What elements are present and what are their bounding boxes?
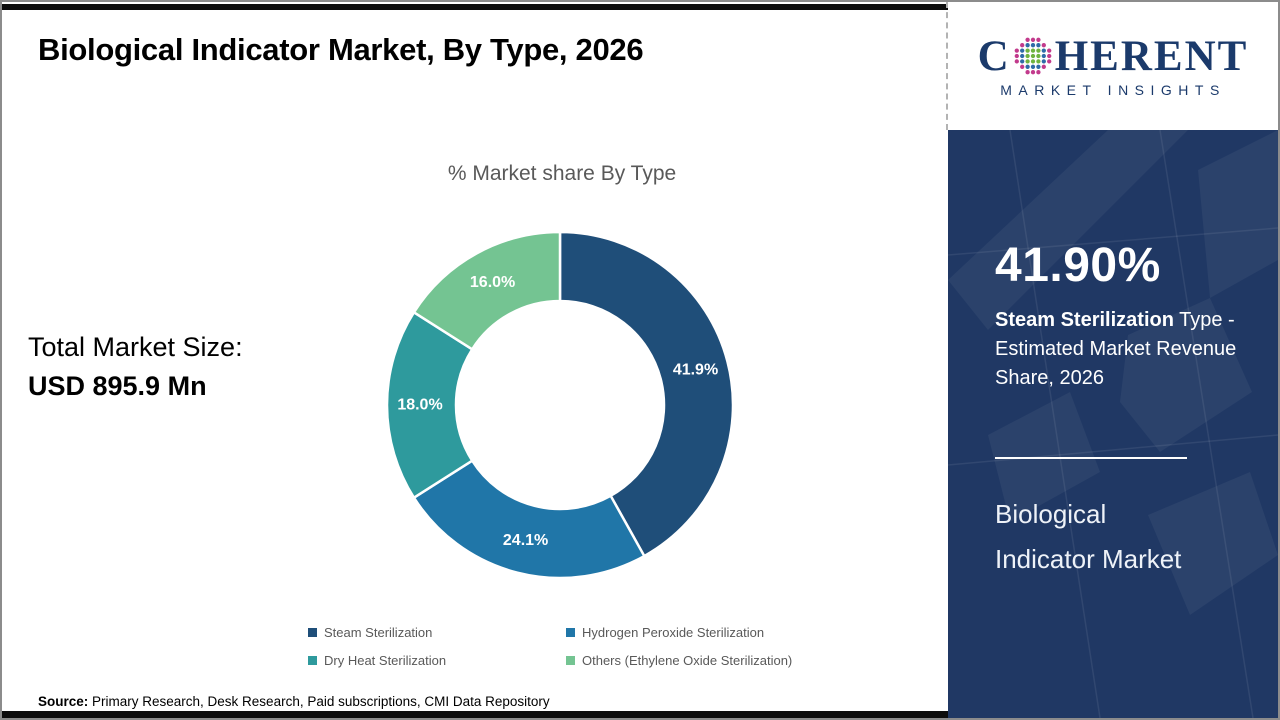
brand-letters-rest: HERENT bbox=[1054, 32, 1249, 80]
legend-marker-hydrogen-peroxide bbox=[566, 628, 575, 637]
donut-slice-label: 41.9% bbox=[673, 361, 718, 378]
chart-legend: Steam Sterilization Hydrogen Peroxide St… bbox=[308, 625, 792, 668]
donut-slice-label: 16.0% bbox=[470, 274, 515, 291]
panel-divider-line bbox=[995, 457, 1187, 459]
legend-label: Hydrogen Peroxide Sterilization bbox=[582, 625, 765, 640]
panel-market-name: Biological Indicator Market bbox=[995, 492, 1235, 582]
world-map-texture bbox=[948, 130, 1278, 718]
top-black-bar bbox=[2, 4, 948, 10]
donut-segment bbox=[558, 230, 735, 558]
donut-chart: 41.9% 24.1% 18.0% 16.0% bbox=[385, 230, 735, 580]
total-market-size: Total Market Size: USD 895.9 Mn bbox=[28, 328, 328, 406]
bottom-black-bar bbox=[2, 711, 948, 718]
market-name-line1: Biological bbox=[995, 499, 1107, 529]
legend-marker-steam bbox=[308, 628, 317, 637]
headline-description-bold: Steam Sterilization bbox=[995, 309, 1174, 331]
source-text: Primary Research, Desk Research, Paid su… bbox=[88, 694, 550, 709]
globe-dots-icon bbox=[1014, 37, 1052, 75]
legend-label: Dry Heat Sterilization bbox=[324, 653, 447, 668]
brand-logo: C HERENT MARKET INSIGHTS bbox=[948, 2, 1278, 130]
headline-share-value: 41.90% bbox=[995, 239, 1161, 292]
donut-slice-label: 24.1% bbox=[503, 532, 548, 549]
source-label: Source: bbox=[38, 694, 89, 709]
legend-item: Steam Sterilization bbox=[308, 625, 548, 640]
total-market-size-label: Total Market Size: bbox=[28, 332, 243, 362]
headline-description-rest: Type - Estimated Market Revenue Share, 2… bbox=[995, 309, 1237, 389]
donut-slice-label: 18.0% bbox=[397, 397, 442, 414]
chart-title: % Market share By Type bbox=[447, 162, 677, 185]
donut-segment bbox=[412, 230, 562, 351]
brand-subtitle: MARKET INSIGHTS bbox=[1000, 81, 1226, 98]
legend-item: Others (Ethylene Oxide Sterilization) bbox=[566, 653, 792, 668]
legend-label: Steam Sterilization bbox=[324, 625, 433, 640]
legend-label: Others (Ethylene Oxide Sterilization) bbox=[582, 653, 793, 668]
brand-letter-c: C bbox=[977, 32, 1011, 80]
donut-segment bbox=[412, 459, 646, 580]
source-line: Source: Primary Research, Desk Research,… bbox=[38, 694, 550, 709]
legend-marker-others bbox=[566, 656, 575, 665]
market-name-line2: Indicator Market bbox=[995, 544, 1182, 574]
page-title: Biological Indicator Market, By Type, 20… bbox=[38, 32, 644, 67]
total-market-size-value: USD 895.9 Mn bbox=[28, 371, 207, 401]
dashed-divider bbox=[946, 2, 948, 130]
headline-description: Steam Sterilization Type - Estimated Mar… bbox=[995, 306, 1247, 393]
sidebar-panel: 41.90% Steam Sterilization Type - Estima… bbox=[948, 130, 1278, 718]
legend-item: Dry Heat Sterilization bbox=[308, 653, 548, 668]
legend-item: Hydrogen Peroxide Sterilization bbox=[566, 625, 792, 640]
brand-wordmark: C HERENT bbox=[978, 35, 1249, 78]
legend-marker-dry-heat bbox=[308, 656, 317, 665]
